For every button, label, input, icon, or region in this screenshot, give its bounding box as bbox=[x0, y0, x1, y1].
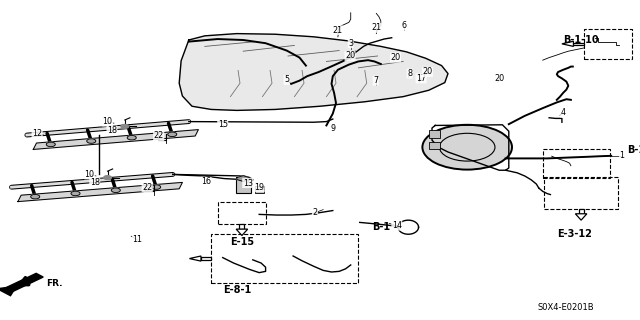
Text: 10: 10 bbox=[84, 170, 95, 179]
Text: 6: 6 bbox=[402, 21, 407, 30]
Text: 20: 20 bbox=[345, 52, 355, 60]
Text: 18: 18 bbox=[90, 178, 100, 187]
Bar bbox=[201, 257, 211, 260]
Polygon shape bbox=[179, 34, 448, 110]
Text: 7: 7 bbox=[373, 76, 378, 85]
Text: 14: 14 bbox=[392, 221, 402, 230]
Text: B-1: B-1 bbox=[372, 222, 390, 232]
Text: 13: 13 bbox=[243, 179, 253, 188]
Circle shape bbox=[87, 139, 96, 143]
Text: 3: 3 bbox=[348, 39, 353, 48]
Polygon shape bbox=[237, 176, 250, 181]
Bar bbox=[429, 130, 440, 138]
Text: FR.: FR. bbox=[46, 279, 63, 288]
Text: 12: 12 bbox=[32, 129, 42, 138]
Bar bbox=[543, 149, 610, 178]
Text: 22: 22 bbox=[142, 183, 152, 192]
Bar bbox=[579, 209, 584, 214]
Circle shape bbox=[31, 195, 40, 199]
Circle shape bbox=[71, 191, 80, 196]
Bar bbox=[584, 29, 632, 59]
Text: 1: 1 bbox=[620, 151, 625, 160]
Polygon shape bbox=[575, 214, 587, 220]
Circle shape bbox=[152, 185, 161, 189]
Bar bbox=[236, 178, 251, 193]
Circle shape bbox=[422, 125, 512, 170]
Circle shape bbox=[104, 176, 111, 180]
Text: 22: 22 bbox=[154, 132, 164, 140]
Text: 15: 15 bbox=[218, 120, 228, 129]
Bar bbox=[218, 202, 266, 224]
Text: 10: 10 bbox=[102, 117, 113, 126]
Text: 2: 2 bbox=[312, 208, 317, 217]
Polygon shape bbox=[562, 41, 573, 46]
Text: 18: 18 bbox=[107, 126, 117, 135]
Text: 8: 8 bbox=[407, 69, 412, 78]
Text: B-1: B-1 bbox=[627, 145, 640, 156]
Text: 5: 5 bbox=[284, 76, 289, 84]
Text: 21: 21 bbox=[371, 23, 381, 32]
Text: 20: 20 bbox=[494, 74, 504, 83]
Circle shape bbox=[168, 132, 177, 137]
Text: 20: 20 bbox=[422, 68, 433, 76]
Polygon shape bbox=[0, 286, 17, 296]
Text: E-8-1: E-8-1 bbox=[223, 284, 251, 295]
Bar bbox=[429, 142, 440, 149]
Polygon shape bbox=[4, 273, 44, 292]
Circle shape bbox=[111, 188, 120, 193]
Circle shape bbox=[127, 135, 136, 140]
Polygon shape bbox=[236, 229, 248, 236]
Text: 9: 9 bbox=[330, 124, 335, 133]
Polygon shape bbox=[33, 130, 198, 149]
Text: E-15: E-15 bbox=[230, 236, 254, 247]
Circle shape bbox=[46, 142, 55, 147]
Bar bbox=[255, 186, 264, 193]
Text: 4: 4 bbox=[561, 108, 566, 117]
Text: B-1-10: B-1-10 bbox=[563, 35, 599, 45]
Text: E-3-12: E-3-12 bbox=[557, 228, 592, 239]
Text: 17: 17 bbox=[416, 74, 426, 83]
Bar bbox=[544, 177, 618, 209]
Text: 19: 19 bbox=[254, 183, 264, 192]
Polygon shape bbox=[18, 182, 182, 202]
Text: S0X4-E0201B: S0X4-E0201B bbox=[538, 303, 594, 312]
Polygon shape bbox=[189, 256, 201, 261]
Text: 21: 21 bbox=[333, 26, 343, 35]
Text: 16: 16 bbox=[201, 177, 211, 186]
Bar bbox=[211, 234, 358, 283]
Text: 20: 20 bbox=[390, 53, 401, 62]
Text: 11: 11 bbox=[132, 236, 143, 244]
Bar bbox=[573, 43, 584, 45]
Bar bbox=[239, 224, 244, 229]
Circle shape bbox=[121, 124, 129, 128]
